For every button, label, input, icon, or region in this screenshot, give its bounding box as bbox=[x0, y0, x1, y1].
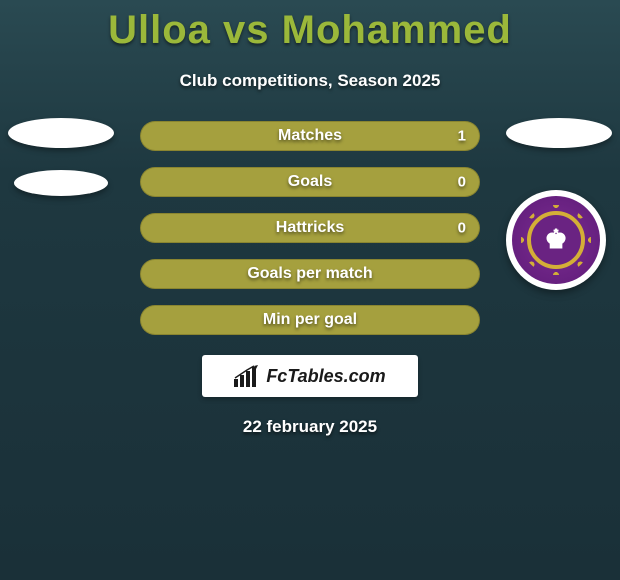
stat-bar: Min per goal bbox=[140, 305, 480, 335]
stat-row: Goals per match bbox=[0, 259, 620, 289]
stat-row: Hattricks 0 bbox=[0, 213, 620, 243]
stat-value-right: 0 bbox=[458, 220, 466, 237]
stat-label: Goals per match bbox=[247, 265, 372, 283]
stat-value-right: 1 bbox=[458, 128, 466, 145]
stat-bar: Matches 1 bbox=[140, 121, 480, 151]
page-title: Ulloa vs Mohammed bbox=[0, 0, 620, 53]
subtitle: Club competitions, Season 2025 bbox=[0, 71, 620, 91]
stat-label: Hattricks bbox=[276, 219, 344, 237]
stat-bar: Goals 0 bbox=[140, 167, 480, 197]
stat-row: Min per goal bbox=[0, 305, 620, 335]
stat-bar: Hattricks 0 bbox=[140, 213, 480, 243]
brand-text: FcTables.com bbox=[266, 366, 385, 387]
stat-row: Goals 0 bbox=[0, 167, 620, 197]
stat-label: Matches bbox=[278, 127, 342, 145]
stat-bar-right bbox=[310, 167, 480, 197]
footer-date: 22 february 2025 bbox=[0, 417, 620, 437]
stat-value-right: 0 bbox=[458, 174, 466, 191]
chart-icon bbox=[234, 365, 260, 387]
stat-label: Goals bbox=[288, 173, 332, 191]
stat-bar: Goals per match bbox=[140, 259, 480, 289]
stat-label: Min per goal bbox=[263, 311, 357, 329]
stat-bar-left bbox=[140, 167, 310, 197]
brand-logo[interactable]: FcTables.com bbox=[202, 355, 418, 397]
stat-row: Matches 1 bbox=[0, 121, 620, 151]
